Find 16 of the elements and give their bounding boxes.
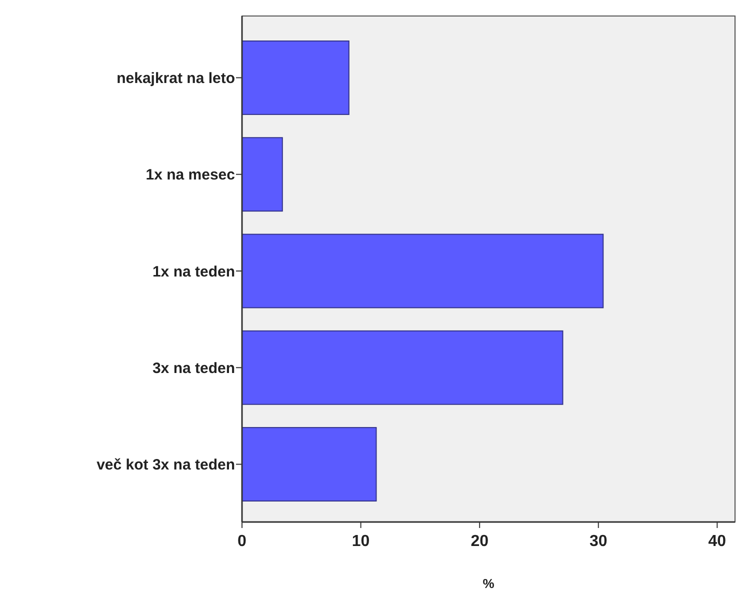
y-tick-label: 1x na mesec [146,166,235,184]
x-tick-label: 20 [470,533,489,550]
bar [242,40,350,115]
bar [242,330,564,405]
y-tick-label: več kot 3x na teden [96,456,235,474]
y-tick-label: 1x na teden [152,263,235,280]
y-tick-label: 3x na teden [152,360,235,377]
bar [242,137,283,212]
x-tick-label: 30 [589,533,608,550]
x-axis-title: % [482,576,495,591]
bar [242,427,377,502]
x-tick-label: 40 [708,533,726,550]
y-tick-label: nekajkrat na leto [116,70,235,87]
x-tick-label: 10 [352,533,370,550]
x-tick-label: 0 [238,533,247,550]
bar [242,234,604,308]
